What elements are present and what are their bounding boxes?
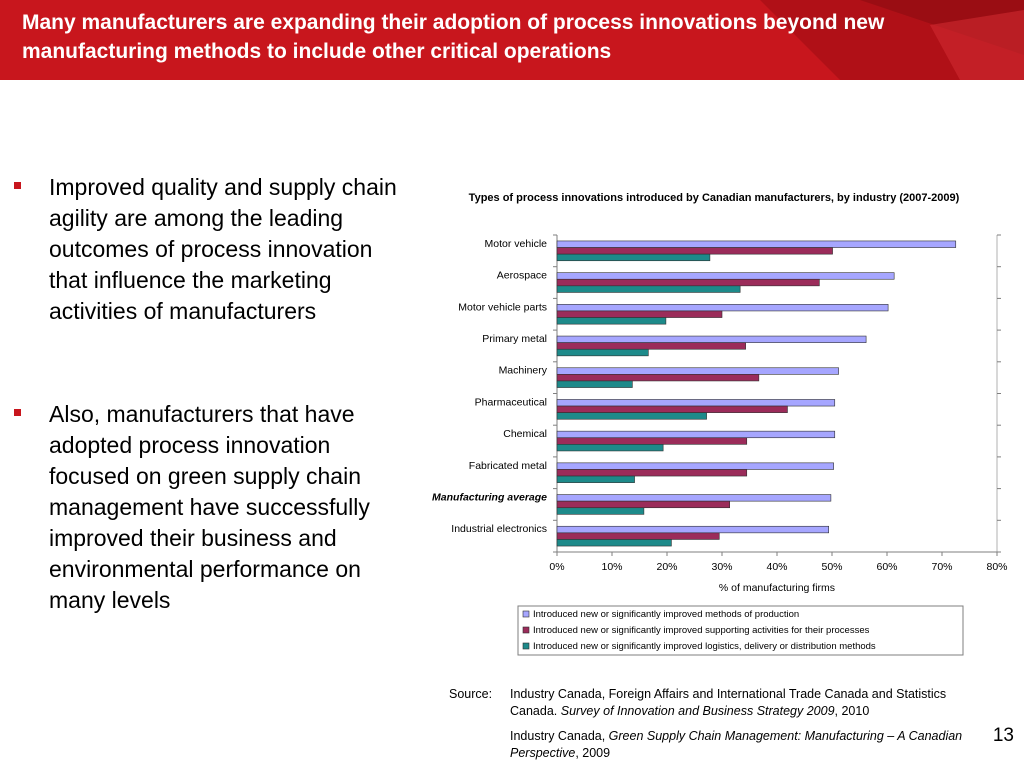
bar <box>556 285 741 293</box>
bullet-text: Also, manufacturers that have adopted pr… <box>49 401 370 613</box>
bar <box>556 539 672 547</box>
bar <box>556 532 720 540</box>
bar <box>556 405 788 413</box>
category-label: Manufacturing average <box>432 491 547 503</box>
x-tick-label: 70% <box>931 561 952 573</box>
bar <box>556 335 867 343</box>
bullet-item: Also, manufacturers that have adopted pr… <box>12 399 397 616</box>
category-label: Fabricated metal <box>469 460 547 472</box>
bar <box>556 437 748 445</box>
bullet-item: Improved quality and supply chain agilit… <box>12 172 397 327</box>
category-label: Chemical <box>503 428 547 440</box>
category-label: Primary metal <box>482 333 547 345</box>
bar <box>556 272 895 280</box>
bar <box>556 367 839 375</box>
source-note: Source: Industry Canada, Foreign Affairs… <box>449 686 989 762</box>
x-tick-label: 0% <box>549 561 564 573</box>
bar <box>556 374 760 382</box>
bar <box>556 494 832 502</box>
bar <box>556 278 820 287</box>
bar <box>556 310 723 318</box>
category-label: Aerospace <box>497 270 547 282</box>
source-entry-title: Green Supply Chain Management: Manufactu… <box>510 729 963 760</box>
source-entry-text: Industry Canada, Foreign Affairs and Int… <box>510 687 947 718</box>
legend-entry: Introduced new or significantly improved… <box>533 641 876 652</box>
legend-box <box>517 605 964 656</box>
slide-title: Many manufacturers are expanding their a… <box>22 11 885 63</box>
bar <box>556 348 649 357</box>
bar <box>556 399 836 407</box>
source-entry-suffix: , 2009 <box>575 746 611 760</box>
header-decoration <box>760 0 1024 80</box>
legend-swatch <box>522 626 530 634</box>
bar <box>556 253 711 262</box>
source-entry-suffix: , 2010 <box>834 704 870 718</box>
bar <box>556 475 635 483</box>
source-label: Source: <box>449 687 493 701</box>
category-label: Industrial electronics <box>451 523 547 535</box>
legend-entry: Introduced new or significantly improved… <box>533 625 870 636</box>
chart-title: Types of process innovations introduced … <box>469 192 960 204</box>
bar <box>556 430 836 439</box>
category-label: Motor vehicle <box>485 238 548 250</box>
category-label: Pharmaceutical <box>475 396 547 408</box>
x-tick-label: 40% <box>766 561 787 573</box>
slide-header: Many manufacturers are expanding their a… <box>0 0 1024 80</box>
bar <box>556 469 748 477</box>
bullet-list: Improved quality and supply chain agilit… <box>12 172 397 616</box>
x-tick-label: 30% <box>711 561 732 573</box>
source-entry: Industry Canada, Foreign Affairs and Int… <box>510 686 989 720</box>
source-entry: Industry Canada, Green Supply Chain Mana… <box>510 728 989 762</box>
bar <box>556 525 830 534</box>
x-tick-label: 50% <box>821 561 842 573</box>
bar <box>556 380 633 388</box>
x-tick-label: 60% <box>876 561 897 573</box>
bar <box>556 342 746 350</box>
source-entry-title: Survey of Innovation and Business Strate… <box>560 704 835 718</box>
bar <box>556 247 833 255</box>
legend-swatch <box>522 642 530 650</box>
square-bullet-icon <box>14 182 21 189</box>
square-bullet-icon <box>14 409 21 416</box>
source-entry-text: Industry Canada, <box>510 729 609 743</box>
bar <box>556 240 957 248</box>
x-tick-label: 20% <box>656 561 677 573</box>
bar <box>556 444 664 452</box>
bar <box>556 304 889 312</box>
legend-swatch <box>522 610 530 618</box>
legend-entry: Introduced new or significantly improved… <box>533 609 799 620</box>
category-label: Machinery <box>499 365 548 377</box>
bullet-text: Improved quality and supply chain agilit… <box>49 174 397 324</box>
bar <box>556 462 834 470</box>
category-label: Motor vehicle parts <box>458 301 547 313</box>
process-innovation-chart: Types of process innovations introduced … <box>432 192 1008 656</box>
bar <box>556 500 730 509</box>
bar <box>556 412 707 420</box>
bar <box>556 317 667 325</box>
x-tick-label: 80% <box>986 561 1007 573</box>
x-tick-label: 10% <box>601 561 622 573</box>
bar <box>556 507 645 515</box>
x-axis-label: % of manufacturing firms <box>719 582 835 594</box>
page-number: 13 <box>992 725 1014 746</box>
